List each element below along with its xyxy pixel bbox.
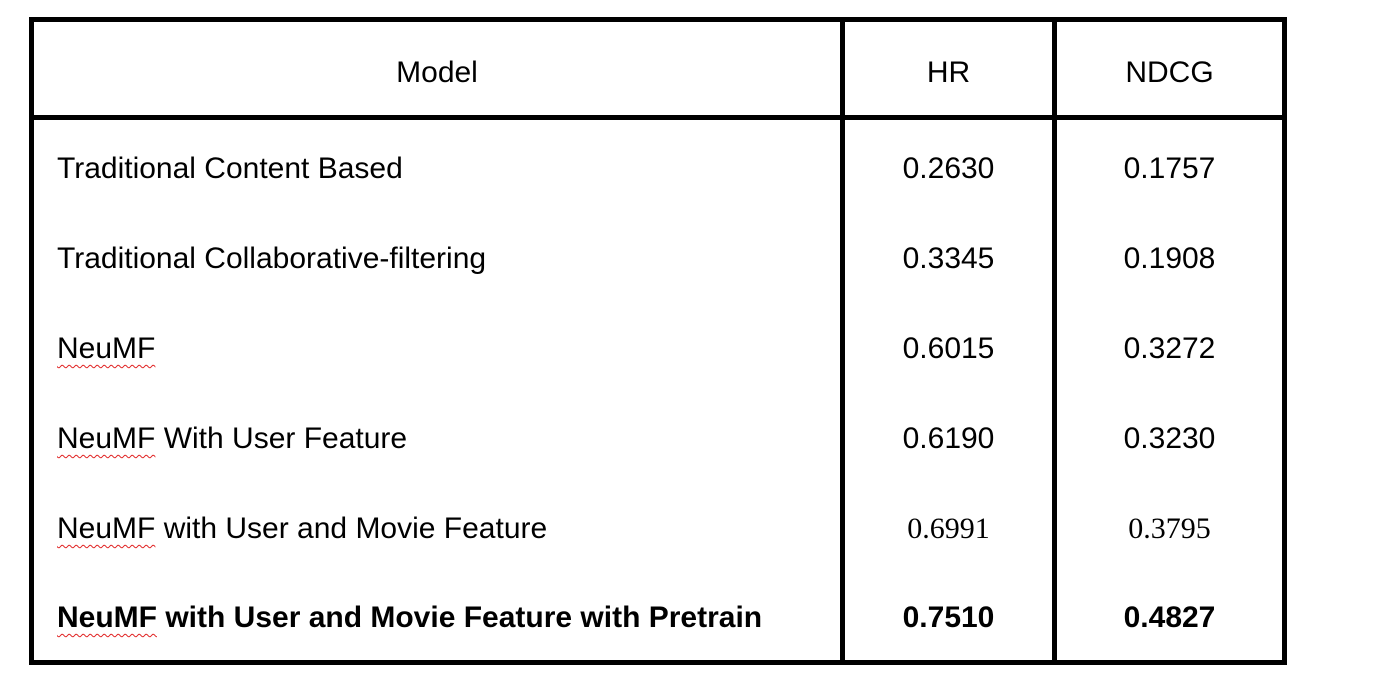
model-name: With User Feature — [155, 422, 408, 455]
results-table: Model HR NDCG Traditional Content Based … — [29, 17, 1287, 665]
header-divider — [34, 115, 1282, 120]
model-name: Traditional Content Based — [57, 152, 403, 185]
header-hr: HR — [926, 56, 971, 89]
model-name: with User and Movie Feature with Pretrai… — [157, 601, 763, 634]
model-cell: NeuMF with User and Movie Feature — [57, 511, 547, 547]
model-name-prefix: NeuMF — [57, 422, 156, 455]
hr-cell: 0.6190 — [902, 422, 995, 455]
table-row: Traditional Collaborative-filtering 0.33… — [34, 241, 1282, 277]
table-row: NeuMF 0.6015 0.3272 — [34, 331, 1282, 367]
column-divider — [1052, 22, 1057, 660]
table-row: Traditional Content Based 0.2630 0.1757 — [34, 151, 1282, 187]
model-name-prefix: NeuMF — [57, 332, 156, 365]
model-name: Traditional Collaborative-filtering — [57, 242, 487, 275]
model-cell: NeuMF — [57, 331, 155, 367]
ndcg-cell: 0.3795 — [1128, 512, 1211, 545]
table-row: NeuMF With User Feature 0.6190 0.3230 — [34, 421, 1282, 457]
table-row: NeuMF with User and Movie Feature 0.6991… — [34, 511, 1282, 547]
hr-cell: 0.2630 — [902, 152, 995, 185]
model-name-prefix: NeuMF — [57, 601, 157, 634]
ndcg-cell: 0.3230 — [1123, 422, 1216, 455]
ndcg-cell: 0.4827 — [1123, 601, 1216, 634]
header-model: Model — [396, 56, 478, 89]
model-name: with User and Movie Feature — [155, 512, 548, 545]
model-name-prefix: NeuMF — [57, 512, 156, 545]
model-cell: Traditional Collaborative-filtering — [57, 241, 486, 277]
ndcg-cell: 0.1908 — [1123, 242, 1216, 275]
hr-cell: 0.7510 — [902, 601, 995, 634]
model-cell: Traditional Content Based — [57, 151, 403, 187]
model-cell: NeuMF with User and Movie Feature with P… — [57, 600, 762, 636]
ndcg-cell: 0.3272 — [1123, 332, 1216, 365]
ndcg-cell: 0.1757 — [1123, 152, 1216, 185]
column-divider — [840, 22, 845, 660]
table-row-best: NeuMF with User and Movie Feature with P… — [34, 600, 1282, 636]
hr-cell: 0.3345 — [902, 242, 995, 275]
model-cell: NeuMF With User Feature — [57, 421, 407, 457]
header-ndcg: NDCG — [1125, 56, 1214, 89]
hr-cell: 0.6015 — [902, 332, 995, 365]
hr-cell: 0.6991 — [907, 512, 990, 545]
